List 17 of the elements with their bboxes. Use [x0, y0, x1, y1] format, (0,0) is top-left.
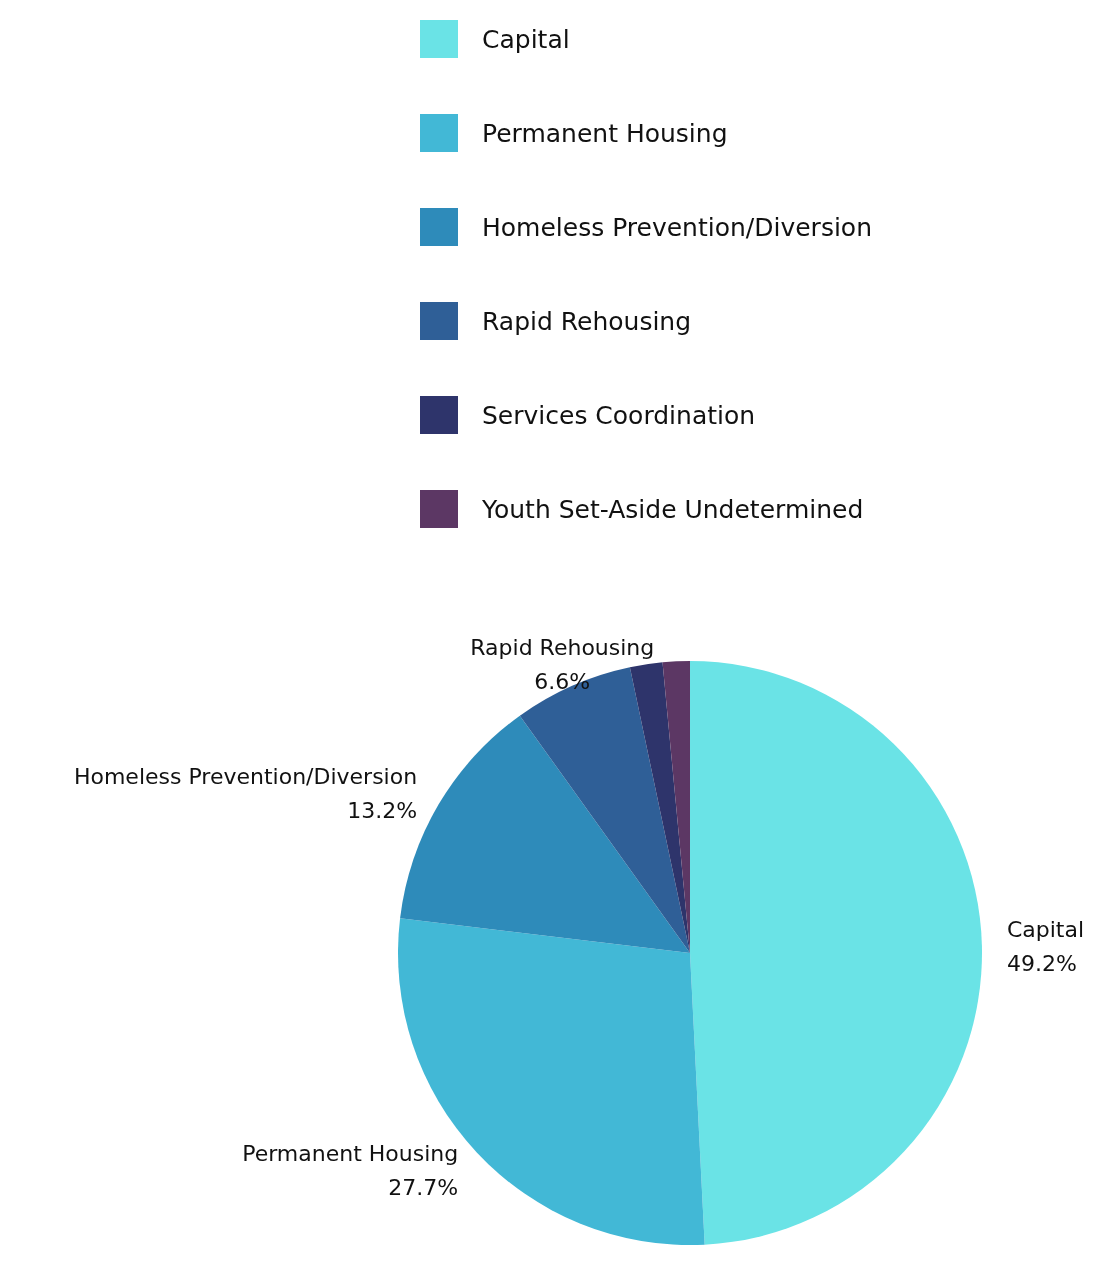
data-label: 49.2% [1006, 951, 1077, 977]
slice-label: Rapid Rehousing [470, 634, 655, 660]
pie-slice [519, 667, 690, 953]
data-label: 13.2% [347, 797, 418, 823]
slice-label: Capital [1006, 917, 1085, 943]
legend-label: Services Coordination [482, 400, 756, 430]
pie-slice [629, 662, 690, 953]
legend-label: Capital [482, 24, 570, 54]
legend-label: Youth Set-Aside Undetermined [482, 494, 864, 524]
legend-label: Homeless Prevention/Diversion [482, 212, 872, 242]
data-label: 6.6% [534, 668, 591, 694]
legend-label: Permanent Housing [482, 118, 728, 148]
slice-label: Homeless Prevention/Diversion [73, 763, 418, 789]
slice-label: Permanent Housing [242, 1141, 459, 1167]
data-label: 27.7% [388, 1175, 459, 1201]
legend-label: Rapid Rehousing [482, 306, 692, 336]
pie-slice [690, 661, 982, 1245]
